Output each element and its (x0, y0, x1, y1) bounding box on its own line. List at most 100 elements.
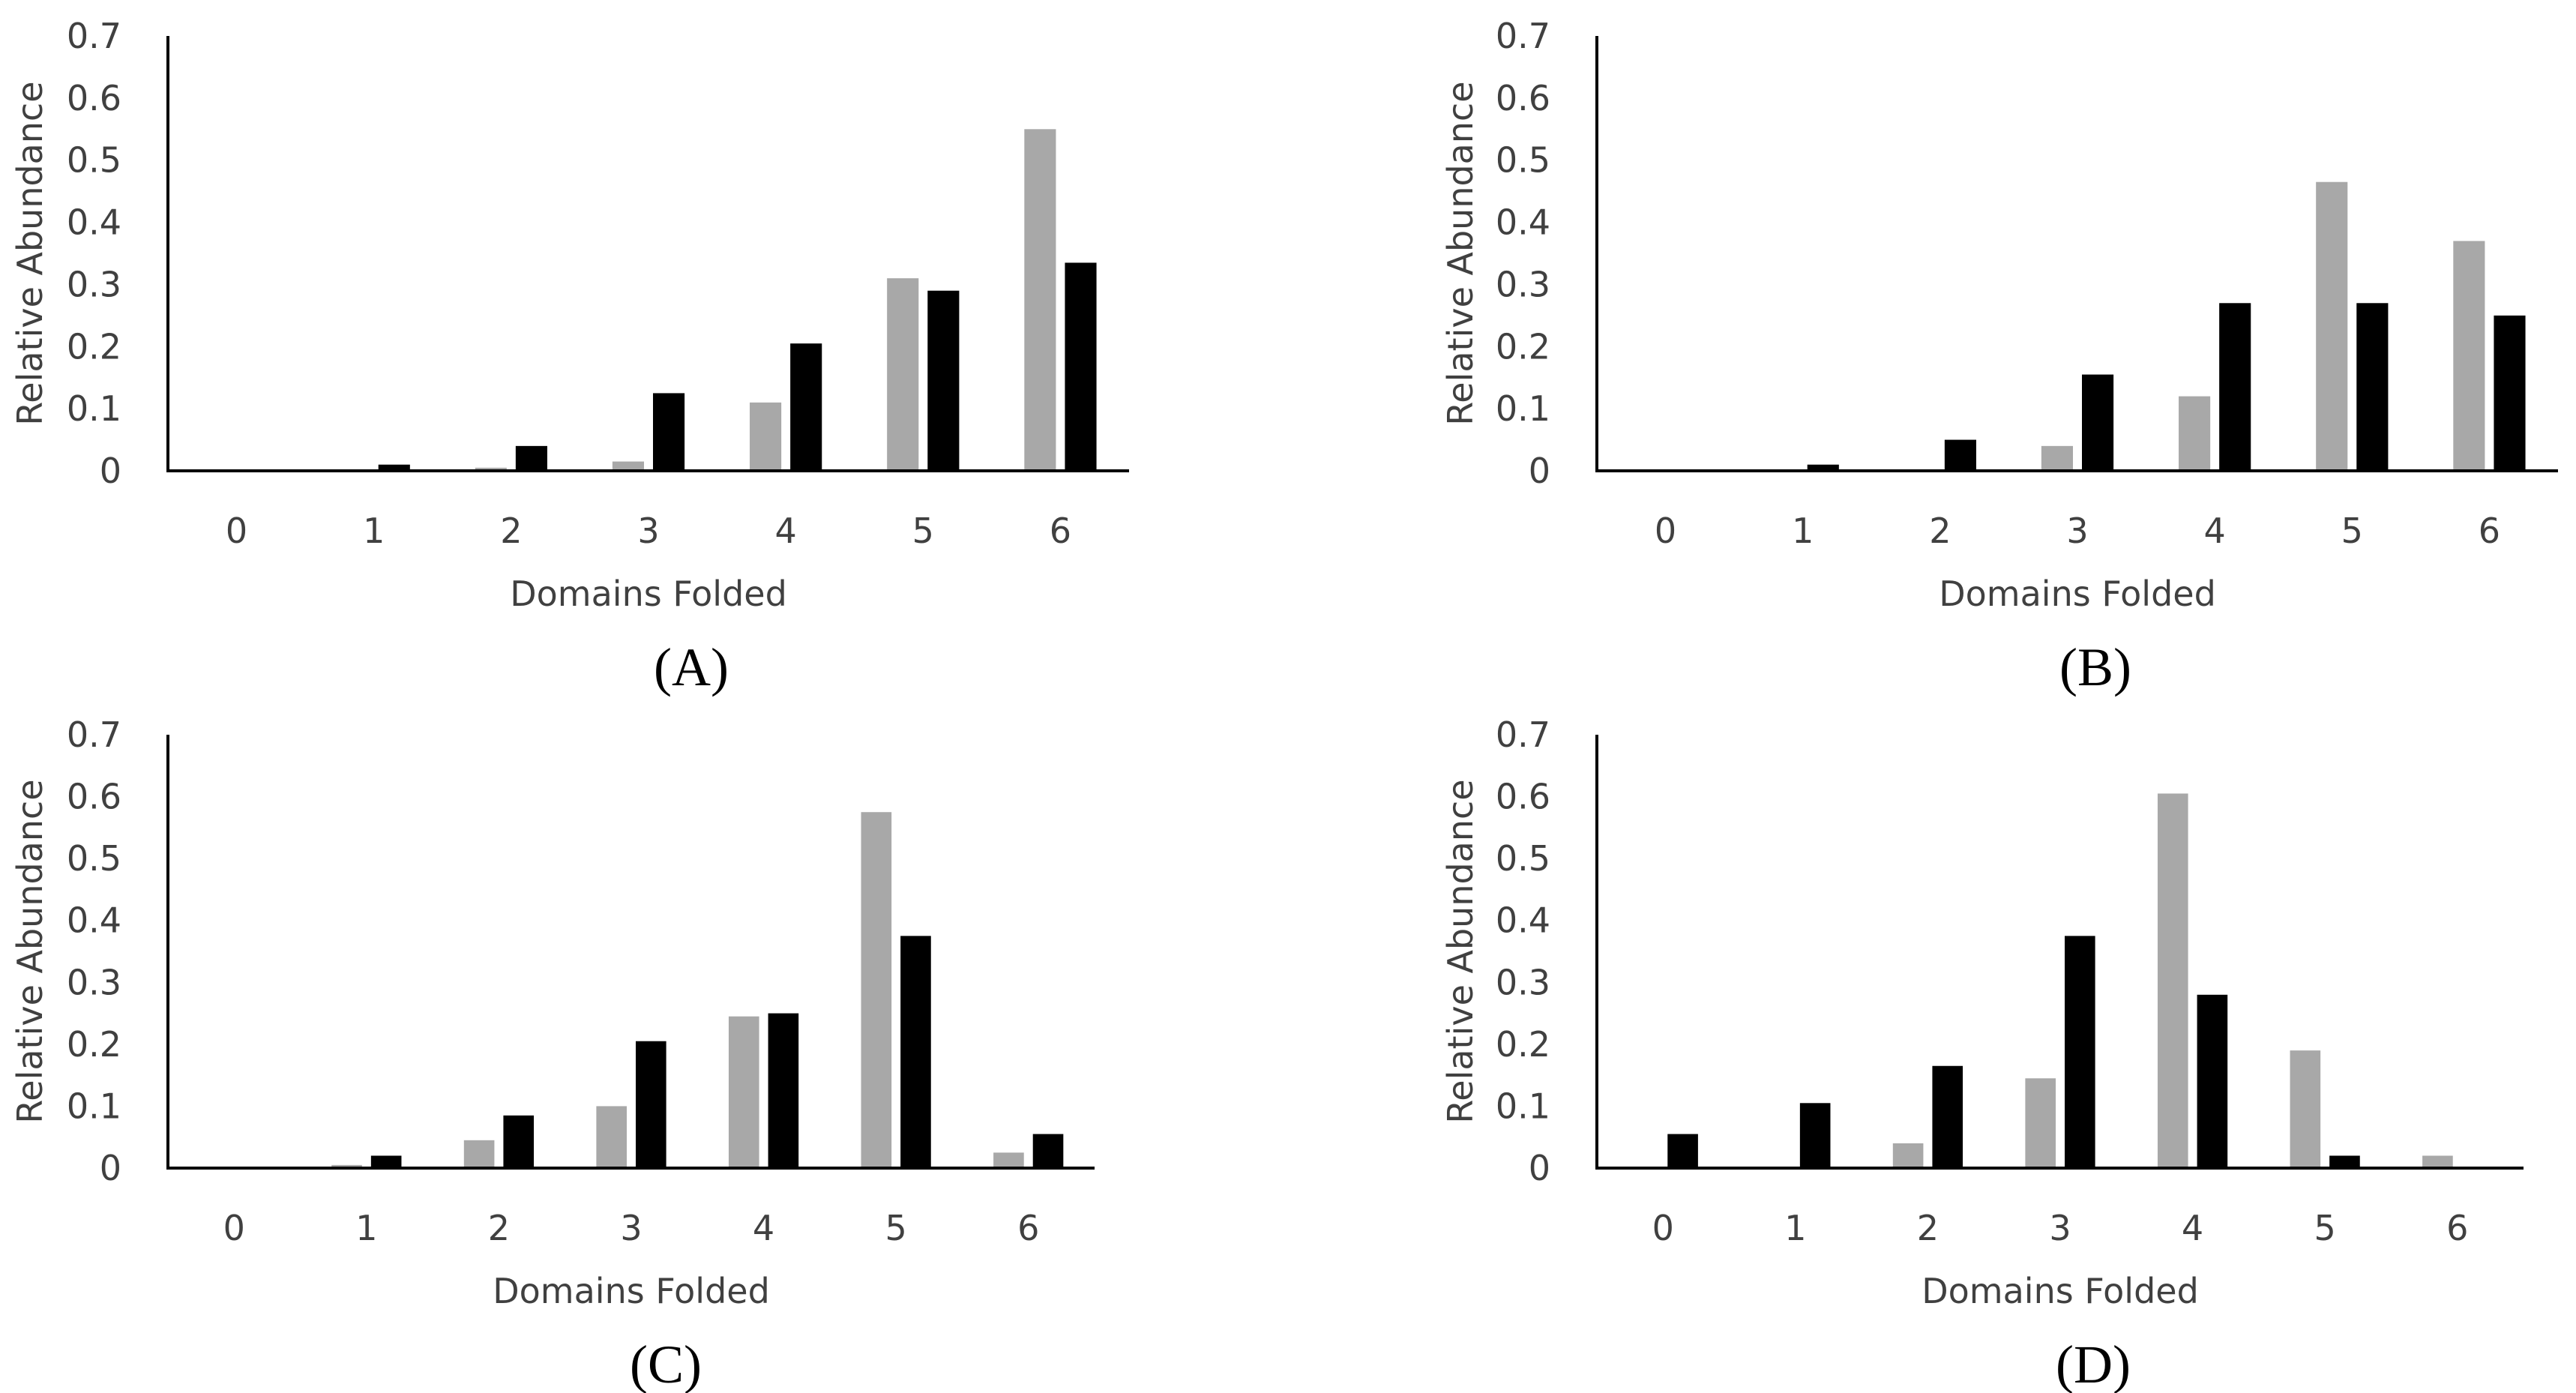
bar-gray-4 (2157, 793, 2188, 1168)
bar-black-6 (1065, 262, 1097, 471)
bar-gray-6 (1024, 129, 1056, 472)
chart-panel-3: 0 0.1 0.2 0.3 0.4 0.5 0.6 0.7 0 1 2 3 4 5 6 Domains Fol… (10, 714, 1095, 1393)
y-tick-label: 0 (100, 1148, 121, 1188)
x-tick-label: 3 (2049, 1208, 2071, 1248)
x-tick-label: 6 (2479, 511, 2500, 551)
y-tick-label: 0.1 (1496, 1086, 1550, 1126)
x-tick-label: 1 (355, 1208, 377, 1248)
chart-panel-4: 0 0.1 0.2 0.3 0.4 0.5 0.6 0.7 0 1 2 3 4 5 6 Domains Fol… (1440, 714, 2524, 1393)
bar-black-4 (2219, 303, 2251, 471)
y-tick-label: 0.2 (1496, 326, 1550, 367)
y-tick-label: 0.2 (67, 326, 121, 367)
y-tick-label: 0.3 (67, 962, 121, 1002)
bar-gray-5 (2316, 181, 2348, 471)
bar-black-1 (370, 1155, 402, 1168)
x-tick-label: 4 (2182, 1208, 2203, 1248)
y-tick-label: 0.7 (67, 16, 121, 56)
x-tick-label: 0 (223, 1208, 245, 1248)
x-tick-label: 3 (620, 1208, 642, 1248)
y-tick-label: 0.3 (1496, 264, 1550, 304)
bar-black-4 (768, 1013, 799, 1168)
x-tick-label: 6 (2446, 1208, 2468, 1248)
x-tick-label: 2 (1917, 1208, 1939, 1248)
chart-panel-2: 0 0.1 0.2 0.3 0.4 0.5 0.6 0.7 0 1 2 3 4 5 6 Domains Fol… (1440, 16, 2558, 697)
x-tick-label: 0 (1652, 1208, 1674, 1248)
y-tick-label: 0.4 (1496, 202, 1550, 243)
panel-caption: (C) (630, 1335, 702, 1393)
bar-gray-4 (2179, 396, 2211, 471)
y-tick-label: 0 (1529, 451, 1550, 491)
panel-caption: (B) (2059, 637, 2131, 697)
y-tick-label: 0 (100, 451, 121, 491)
chart-panel-1: 0 0.1 0.2 0.3 0.4 0.5 0.6 0.7 0 1 2 3 4 5 6 Domains Fol… (10, 16, 1129, 697)
bar-black-3 (636, 1041, 666, 1168)
x-tick-label: 1 (1784, 1208, 1806, 1248)
y-tick-label: 0.6 (67, 777, 121, 817)
y-tick-label: 0.4 (67, 202, 121, 243)
x-tick-label: 4 (753, 1208, 774, 1248)
x-tick-label: 5 (885, 1208, 907, 1248)
bar-gray-4 (728, 1016, 759, 1168)
x-tick-label: 3 (2066, 511, 2088, 551)
bar-gray-6 (993, 1152, 1024, 1168)
bar-black-5 (2356, 303, 2389, 471)
bar-gray-2 (1892, 1143, 1924, 1168)
bar-black-3 (2082, 374, 2114, 471)
bar-gray-4 (750, 402, 782, 471)
y-tick-label: 0.5 (1496, 838, 1550, 879)
panel-caption: (A) (654, 637, 729, 697)
bar-gray-5 (861, 812, 892, 1168)
bar-black-3 (2065, 936, 2095, 1168)
bar-gray-6 (2453, 241, 2485, 471)
x-tick-label: 2 (1929, 511, 1951, 551)
y-tick-label: 0.3 (1496, 962, 1550, 1002)
bar-black-5 (900, 936, 931, 1168)
bar-black-0 (1667, 1134, 1698, 1168)
x-tick-label: 1 (363, 511, 385, 551)
bar-black-3 (653, 393, 685, 471)
bar-black-2 (515, 445, 547, 471)
bar-black-6 (2494, 315, 2526, 471)
y-tick-label: 0.7 (1496, 714, 1550, 755)
bar-black-1 (1799, 1103, 1831, 1168)
x-tick-label: 2 (488, 1208, 510, 1248)
x-tick-label: 5 (2314, 1208, 2336, 1248)
x-tick-label: 0 (1655, 511, 1676, 551)
x-axis-label: Domains Folded (510, 574, 787, 614)
x-tick-label: 6 (1017, 1208, 1039, 1248)
x-tick-label: 5 (2341, 511, 2363, 551)
y-tick-label: 0.5 (67, 140, 121, 181)
y-tick-label: 0.1 (1496, 388, 1550, 429)
bar-gray-5 (2290, 1050, 2321, 1168)
bar-gray-3 (596, 1106, 627, 1168)
y-tick-label: 0.6 (1496, 78, 1550, 118)
bar-black-1 (378, 464, 410, 471)
x-tick-label: 4 (775, 511, 797, 551)
bar-black-4 (790, 343, 822, 471)
y-tick-label: 0.6 (1496, 777, 1550, 817)
y-tick-label: 0.1 (67, 388, 121, 429)
y-tick-label: 0.4 (1496, 900, 1550, 941)
bar-gray-3 (612, 461, 644, 471)
x-tick-label: 6 (1050, 511, 1071, 551)
y-tick-label: 0.7 (1496, 16, 1550, 56)
y-tick-label: 0.1 (67, 1086, 121, 1126)
x-tick-label: 4 (2204, 511, 2226, 551)
y-tick-label: 0.7 (67, 714, 121, 755)
bar-gray-1 (331, 1164, 362, 1168)
bar-gray-2 (475, 467, 507, 471)
bar-black-5 (2329, 1155, 2360, 1168)
y-tick-label: 0.6 (67, 78, 121, 118)
bar-black-5 (927, 290, 960, 471)
x-axis-label: Domains Folded (1922, 1271, 2199, 1311)
y-tick-label: 0.3 (67, 264, 121, 304)
y-tick-label: 0 (1529, 1148, 1550, 1188)
x-tick-label: 0 (226, 511, 247, 551)
x-tick-label: 3 (637, 511, 659, 551)
y-axis-label: Relative Abundance (1440, 779, 1481, 1123)
y-tick-label: 0.5 (67, 838, 121, 879)
y-axis-label: Relative Abundance (1440, 81, 1481, 425)
bar-black-6 (1032, 1134, 1064, 1168)
panel-caption: (D) (2056, 1335, 2131, 1393)
